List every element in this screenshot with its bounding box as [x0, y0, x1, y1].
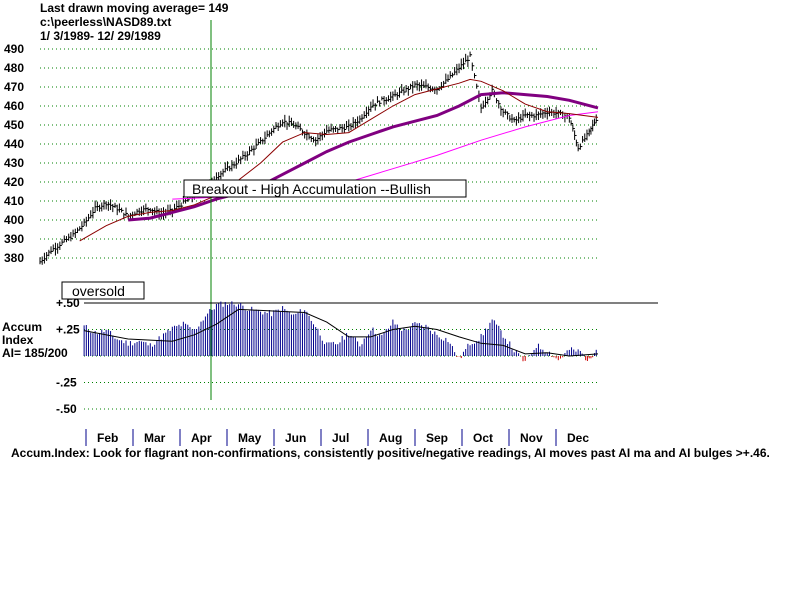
month-label: Oct — [473, 431, 493, 445]
month-label: Mar — [144, 431, 166, 445]
ai-label-2: Index — [2, 333, 34, 347]
price-y-tick-label: 470 — [4, 80, 24, 94]
ma-mid-line — [128, 91, 599, 222]
price-y-tick-label: 490 — [4, 42, 24, 56]
price-y-tick-label: 390 — [4, 232, 24, 246]
ai-label-1: Accum — [2, 320, 42, 334]
month-label: Aug — [379, 431, 402, 445]
oversold-annotation: oversold — [72, 283, 125, 299]
header-line-3: 1/ 3/1989- 12/ 29/1989 — [40, 29, 161, 43]
price-y-tick-label: 450 — [4, 118, 24, 132]
ai-y-axis: +.50+.25-.25-.50 — [56, 296, 80, 416]
ma-short-line — [79, 78, 599, 242]
price-y-tick-label: 430 — [4, 156, 24, 170]
price-y-tick-label: 460 — [4, 99, 24, 113]
month-label: Jun — [285, 431, 306, 445]
price-y-tick-label: 440 — [4, 137, 24, 151]
month-label: Apr — [191, 431, 212, 445]
price-grid — [40, 48, 598, 259]
footer-note: Accum.Index: Look for flagrant non-confi… — [11, 446, 770, 460]
header-line-2: c:\peerless\NASD89.txt — [40, 15, 171, 29]
price-y-tick-label: 420 — [4, 175, 24, 189]
header-line-1: Last drawn moving average= 149 — [40, 1, 229, 15]
ai-ma-line — [84, 308, 599, 357]
ai-y-tick-label: -.50 — [56, 402, 77, 416]
price-y-tick-label: 400 — [4, 213, 24, 227]
month-axis: Feb Mar Apr May Jun Jul Aug Sep Oct Nov Dec — [85, 429, 589, 446]
month-label: Dec — [567, 431, 589, 445]
month-label: Jul — [332, 431, 349, 445]
oversold-box — [61, 281, 145, 300]
price-y-tick-label: 410 — [4, 194, 24, 208]
month-label: Sep — [426, 431, 448, 445]
breakout-annotation: Breakout - High Accumulation --Bullish — [192, 181, 431, 197]
price-ohlc-bars — [39, 51, 599, 265]
month-label: May — [238, 431, 262, 445]
price-y-axis: 380 390 400 410 420 430 440 450 460 470 480 490 — [4, 42, 24, 265]
breakout-box — [183, 179, 467, 198]
ai-y-tick-label: +.25 — [56, 323, 80, 337]
month-label: Feb — [97, 431, 118, 445]
ai-y-tick-label: -.25 — [56, 376, 77, 390]
price-y-tick-label: 480 — [4, 61, 24, 75]
ai-label-3: AI= 185/200 — [2, 346, 68, 360]
price-y-tick-label: 380 — [4, 251, 24, 265]
month-label: Nov — [520, 431, 543, 445]
ai-bars — [83, 301, 597, 362]
